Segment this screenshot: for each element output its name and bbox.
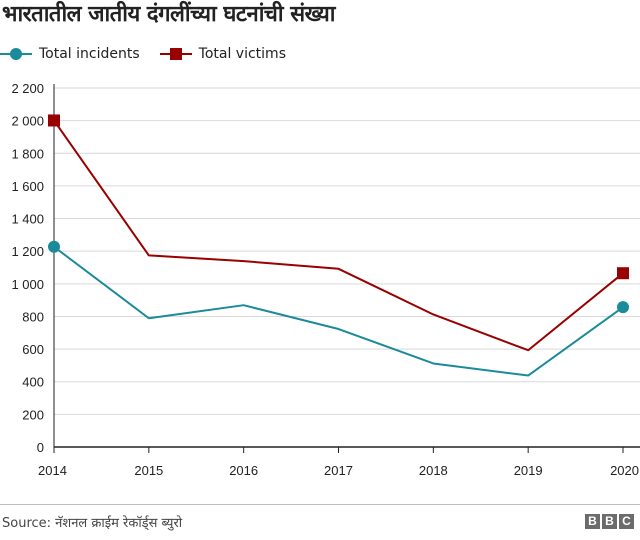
x-tick-label: 2016	[229, 463, 258, 478]
series-marker-0	[617, 301, 629, 314]
line-chart: 0 200 400 600 800 1 000 1 200 1 400 1 600 1 800 2 …	[11, 81, 640, 478]
y-tick-label: 1 000	[11, 277, 44, 292]
x-tick-label: 2019	[514, 463, 543, 478]
x-tick-label: 2017	[324, 463, 353, 478]
x-tick-label: 2014	[38, 463, 67, 478]
x-tick-label: 2018	[419, 463, 448, 478]
y-tick-label: 800	[22, 309, 44, 324]
y-tick-label: 2 200	[11, 81, 44, 96]
series-marker-1	[617, 267, 629, 280]
y-tick-label: 1 200	[11, 244, 44, 259]
y-tick-label: 1 400	[11, 212, 44, 227]
series-line-1	[53, 119, 624, 352]
footer-divider	[0, 504, 640, 505]
legend-label-victims: Total victims	[198, 46, 286, 62]
y-tick-label: 200	[22, 407, 44, 422]
legend-item-incidents: Total incidents	[0, 46, 140, 62]
x-tick-label: 2020	[610, 463, 639, 478]
y-tick-label: 1 600	[11, 179, 44, 194]
x-tick-label: 2015	[134, 463, 163, 478]
bbc-logo: B B C	[585, 514, 634, 529]
legend-label-incidents: Total incidents	[39, 46, 140, 62]
y-tick-label: 600	[22, 342, 44, 357]
legend: Total incidents Total victims	[0, 44, 306, 64]
legend-marker-victims	[159, 48, 192, 60]
source-note: Source: नॅशनल क्राईम रेकॉर्ड्स ब्युरो	[2, 516, 183, 531]
series-marker-1	[48, 114, 60, 127]
legend-marker-incidents	[0, 48, 32, 60]
chart-title: भारतातील जातीय दंगलींच्या घटनांची संख्या	[2, 2, 335, 27]
bbc-logo-c: C	[619, 514, 634, 529]
y-tick-label: 1 800	[11, 146, 44, 161]
bbc-logo-b2: B	[602, 514, 617, 529]
legend-item-victims: Total victims	[159, 46, 286, 62]
y-tick-label: 2 000	[11, 114, 44, 129]
series-marker-0	[48, 240, 60, 253]
bbc-logo-b1: B	[585, 514, 600, 529]
y-tick-label: 400	[22, 375, 44, 390]
y-tick-label: 0	[37, 440, 44, 455]
series-line-0	[53, 245, 624, 377]
